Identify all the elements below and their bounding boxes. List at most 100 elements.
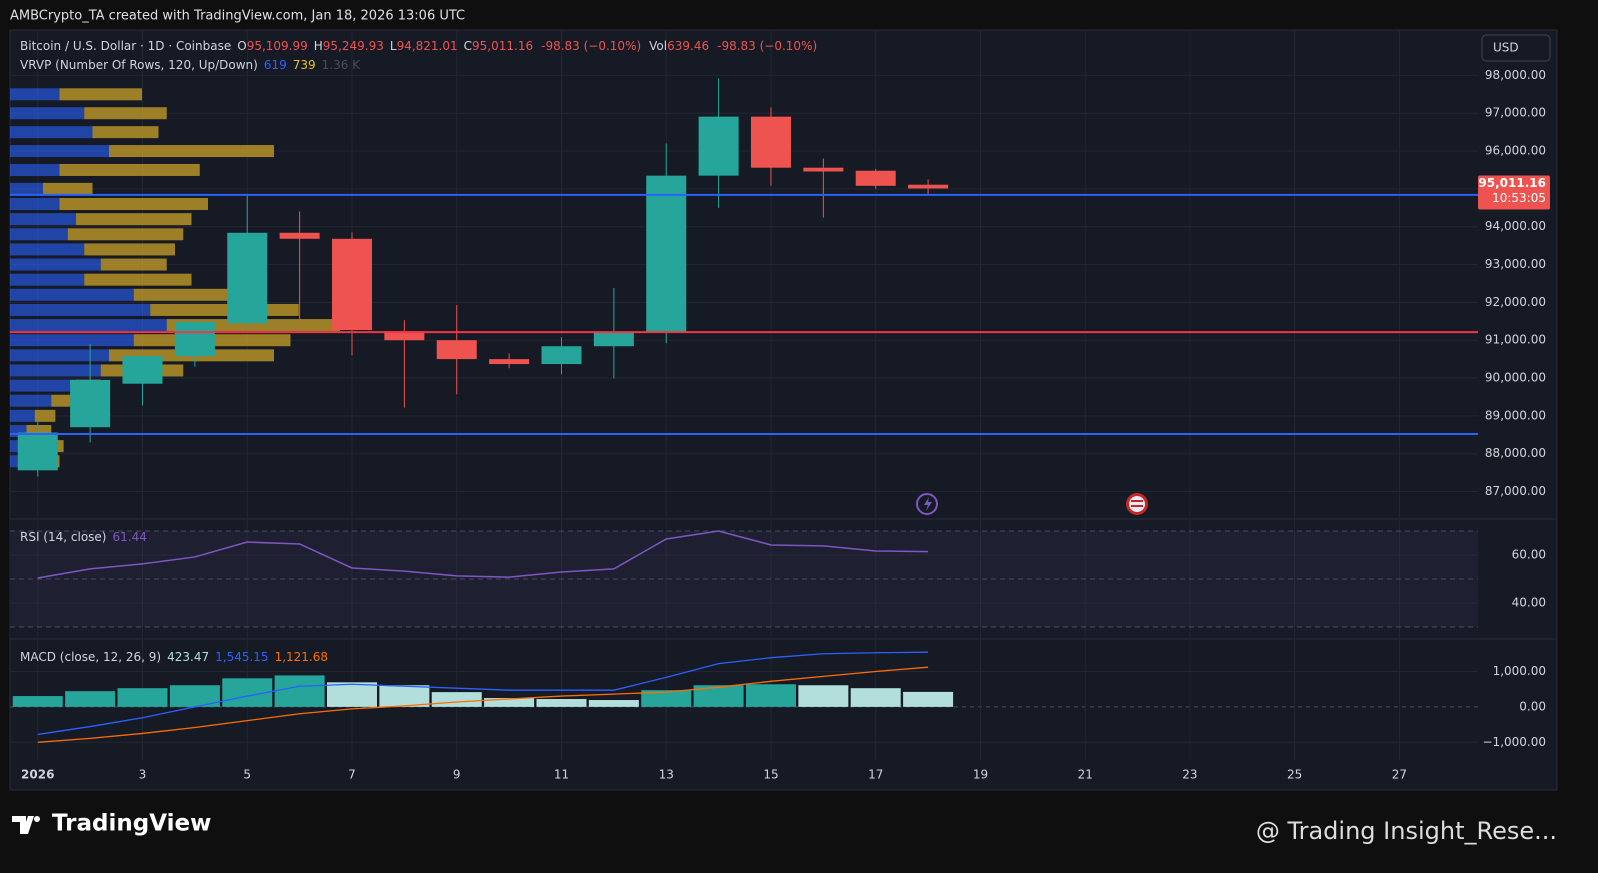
close-label: C (464, 39, 472, 53)
macd-histogram-bar (745, 684, 796, 707)
macd-histogram-bar (12, 696, 63, 707)
macd-histogram-bar (274, 675, 325, 707)
rsi-legend: RSI (14, close) 61.44 (20, 530, 147, 544)
macd-histogram-bar (379, 685, 430, 707)
volume-profile-up (10, 88, 60, 101)
macd-histogram-bar (903, 691, 954, 707)
x-tick-label: 27 (1392, 768, 1407, 782)
volume-profile-up (10, 213, 76, 226)
macd-histogram-bar (65, 691, 116, 707)
y-tick-label: 92,000.00 (1485, 295, 1546, 309)
volume-profile-up (10, 163, 60, 176)
volume-profile-up (10, 145, 109, 158)
volume-profile-up (10, 198, 60, 211)
close-value: 95,011.16 (472, 39, 533, 53)
volume-profile-up (10, 258, 101, 271)
volume-profile-up (10, 182, 43, 195)
x-tick-label: 5 (243, 768, 251, 782)
volume-profile-up (10, 107, 85, 120)
ohlc-legend: Bitcoin / U.S. Dollar · 1D · Coinbase O95… (20, 39, 817, 53)
symbol: Bitcoin / U.S. Dollar · 1D · Coinbase (20, 39, 231, 53)
vol-value: 639.46 (667, 39, 709, 53)
volume-profile-down (100, 258, 167, 271)
candle-body (384, 331, 425, 341)
macd-histogram-bar (431, 692, 482, 707)
currency-button[interactable] (1481, 34, 1551, 62)
logo (12, 816, 40, 834)
flag-icon (1126, 493, 1148, 515)
watermark: @ Trading Insight_Rese... (1256, 817, 1557, 845)
macd-value: 1,545.15 (215, 650, 268, 664)
volume-profile-down (76, 213, 192, 226)
volume-profile-down (84, 273, 192, 286)
candle-body (70, 379, 111, 428)
last-price-tag (1478, 175, 1550, 210)
volume-profile-down (34, 409, 56, 422)
volume-profile-down (92, 126, 159, 139)
y-tick-label: −1,000.00 (1483, 735, 1547, 749)
vrvp-up: 619 (264, 58, 287, 72)
currency[interactable]: USD (1493, 41, 1519, 55)
volume-profile-up (10, 364, 101, 377)
candle-body (436, 340, 477, 360)
volume-profile-up (10, 243, 85, 256)
candle-body (122, 356, 163, 384)
y-tick-label: 89,000.00 (1485, 408, 1546, 422)
volume-profile-down (84, 243, 175, 256)
candle-body (908, 184, 949, 189)
rsi-line (37, 530, 929, 579)
volume-profile-up (10, 379, 76, 392)
volume-profile-down (133, 288, 233, 301)
vrvp-legend: VRVP (Number Of Rows, 120, Up/Down) 619 73… (20, 58, 361, 72)
y-tick-label: 98,000.00 (1485, 68, 1546, 82)
y-tick-label: 90,000.00 (1485, 371, 1546, 385)
macd-histogram-bar (693, 685, 744, 707)
vol-label: Vol (649, 39, 667, 53)
volume-profile-up (10, 273, 85, 286)
open-value: 95,109.99 (247, 39, 308, 53)
volume-profile-down (59, 198, 208, 211)
volume-profile-down (51, 394, 76, 407)
x-tick-label: 9 (453, 768, 461, 782)
macd-histogram-bar (850, 688, 901, 707)
macd-histogram-bar (117, 688, 168, 707)
y-tick-label: 93,000.00 (1485, 257, 1546, 271)
candle-body (489, 359, 530, 365)
candle-body (174, 322, 215, 357)
vrvp-total: 1.36 K (322, 58, 362, 72)
candle-body (646, 175, 687, 334)
volume-profile-up (10, 228, 68, 241)
last-price-label: 95,011.16 (1478, 176, 1546, 190)
attribution: AMBCrypto_TA created with TradingView.co… (10, 9, 465, 24)
macd-histogram-bar (798, 685, 849, 707)
x-tick-label: 15 (763, 768, 778, 782)
candle-body (803, 167, 844, 172)
low-value: 94,821.01 (397, 39, 458, 53)
volume-profile-down (109, 145, 274, 158)
volume-profile-up (10, 334, 134, 347)
x-tick-label: 2026 (21, 768, 54, 782)
y-tick-label: 1,000.00 (1493, 664, 1546, 678)
volume-profile-down (150, 303, 299, 316)
x-tick-label: 13 (659, 768, 674, 782)
volume-profile-down (43, 182, 93, 195)
volume-profile-up (10, 303, 151, 316)
signal-value: 1,121.68 (275, 650, 328, 664)
hist-value: 423.47 (167, 650, 209, 664)
event-icon (916, 493, 938, 515)
volume-profile-up (10, 394, 52, 407)
volume-profile-down (59, 88, 142, 101)
y-tick-label: 96,000.00 (1485, 144, 1546, 158)
macd-histogram-bar (641, 690, 692, 707)
y-tick-label: 40.00 (1512, 595, 1546, 609)
y-tick-label: 87,000.00 (1485, 484, 1546, 498)
x-tick-label: 19 (973, 768, 988, 782)
macd-line (37, 651, 929, 736)
x-tick-label: 17 (868, 768, 883, 782)
macd-line (37, 666, 929, 743)
macd-histogram-bar (169, 685, 220, 707)
candle-body (331, 238, 372, 330)
macd-title: MACD (close, 12, 26, 9) (20, 650, 161, 664)
y-tick-label: 97,000.00 (1485, 106, 1546, 120)
